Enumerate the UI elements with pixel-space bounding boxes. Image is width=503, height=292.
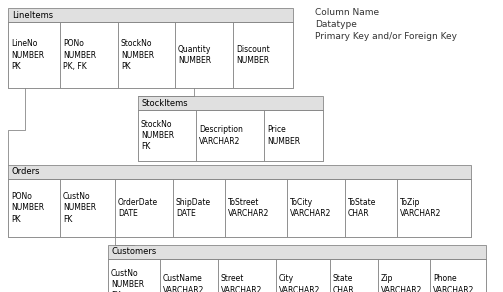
Bar (430, 259, 486, 292)
Text: ShipDate
DATE: ShipDate DATE (176, 198, 211, 218)
Bar (8, 8, 293, 88)
Text: StockItems: StockItems (142, 98, 189, 107)
Text: Quantity
NUMBER: Quantity NUMBER (178, 45, 211, 65)
Bar (160, 259, 218, 292)
Text: StockNo
NUMBER
PK: StockNo NUMBER PK (121, 39, 154, 71)
Text: Zip
VARCHAR2: Zip VARCHAR2 (381, 274, 423, 292)
Bar (118, 22, 175, 88)
Text: CustNo
NUMBER
PK: CustNo NUMBER PK (111, 269, 144, 292)
Text: ToStreet
VARCHAR2: ToStreet VARCHAR2 (228, 198, 270, 218)
Text: ToZip
VARCHAR2: ToZip VARCHAR2 (400, 198, 441, 218)
Text: LineNo
NUMBER
PK: LineNo NUMBER PK (11, 39, 44, 71)
Text: Description
VARCHAR2: Description VARCHAR2 (199, 126, 243, 145)
Text: Column Name: Column Name (315, 8, 379, 17)
Text: OrderDate
DATE: OrderDate DATE (118, 198, 158, 218)
Bar (276, 259, 330, 292)
Bar (115, 179, 173, 237)
Text: Price
NUMBER: Price NUMBER (267, 126, 300, 145)
Bar (60, 179, 115, 237)
Text: Phone
VARCHAR2: Phone VARCHAR2 (433, 274, 474, 292)
Bar (233, 22, 293, 88)
Text: StockNo
NUMBER
FK: StockNo NUMBER FK (141, 120, 174, 151)
Text: Datatype: Datatype (315, 20, 357, 29)
Text: City
VARCHAR2: City VARCHAR2 (279, 274, 320, 292)
Bar (196, 110, 264, 161)
Text: PONo
NUMBER
PK: PONo NUMBER PK (11, 192, 44, 224)
Text: Customers: Customers (112, 248, 157, 256)
Bar (138, 110, 196, 161)
Bar (218, 259, 276, 292)
Text: Discount
NUMBER: Discount NUMBER (236, 45, 270, 65)
Text: Primary Key and/or Foreign Key: Primary Key and/or Foreign Key (315, 32, 457, 41)
Text: ToState
CHAR: ToState CHAR (348, 198, 376, 218)
Bar (60, 22, 118, 88)
Bar (345, 179, 397, 237)
Bar (8, 165, 471, 237)
Bar (378, 259, 430, 292)
Text: PONo
NUMBER
PK, FK: PONo NUMBER PK, FK (63, 39, 96, 71)
Bar (287, 179, 345, 237)
Text: Street
VARCHAR2: Street VARCHAR2 (221, 274, 263, 292)
Text: State
CHAR: State CHAR (333, 274, 355, 292)
Text: CustNo
NUMBER
FK: CustNo NUMBER FK (63, 192, 96, 224)
Bar (138, 96, 323, 161)
Text: CustName
VARCHAR2: CustName VARCHAR2 (163, 274, 204, 292)
Bar (8, 179, 60, 237)
Bar (330, 259, 378, 292)
Text: ToCity
VARCHAR2: ToCity VARCHAR2 (290, 198, 331, 218)
Bar (8, 22, 60, 88)
Bar (175, 22, 233, 88)
Bar (264, 110, 323, 161)
Bar (225, 179, 287, 237)
Bar (108, 259, 160, 292)
Text: Orders: Orders (12, 168, 41, 176)
Bar (108, 245, 486, 292)
Text: LineItems: LineItems (12, 11, 53, 20)
Bar (397, 179, 471, 237)
Bar (173, 179, 225, 237)
